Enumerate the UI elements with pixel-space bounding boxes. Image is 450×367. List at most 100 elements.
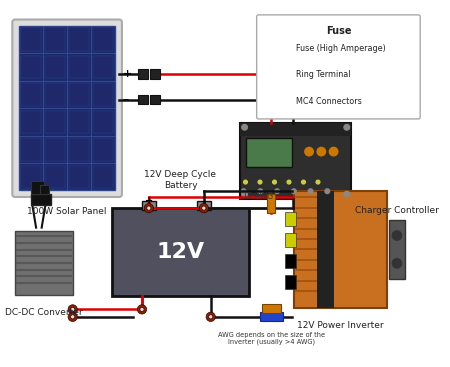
Circle shape: [270, 68, 284, 81]
Bar: [94, 83, 113, 106]
Bar: [21, 166, 41, 188]
Text: +: +: [123, 69, 132, 79]
Bar: [294, 192, 387, 308]
Bar: [284, 233, 296, 247]
Bar: [15, 231, 73, 295]
Bar: [142, 201, 156, 210]
Circle shape: [274, 72, 280, 77]
Bar: [45, 56, 65, 79]
FancyBboxPatch shape: [12, 19, 122, 197]
Bar: [150, 95, 160, 104]
Circle shape: [258, 189, 263, 193]
Bar: [240, 123, 351, 137]
Bar: [94, 166, 113, 188]
Bar: [246, 138, 292, 167]
Bar: [31, 181, 44, 194]
Bar: [389, 221, 405, 279]
Bar: [69, 29, 89, 51]
Circle shape: [71, 307, 75, 312]
Bar: [270, 100, 280, 110]
Circle shape: [302, 180, 306, 184]
Circle shape: [147, 206, 151, 210]
Text: –: –: [123, 93, 129, 106]
Bar: [262, 304, 281, 313]
Bar: [138, 95, 148, 104]
Bar: [45, 29, 65, 51]
Circle shape: [275, 189, 279, 193]
Circle shape: [199, 203, 208, 213]
Circle shape: [144, 203, 153, 213]
Bar: [261, 312, 283, 321]
Bar: [45, 166, 65, 188]
Circle shape: [325, 189, 329, 193]
Bar: [197, 201, 211, 210]
Bar: [94, 56, 113, 79]
Bar: [69, 166, 89, 188]
Circle shape: [273, 180, 276, 184]
Circle shape: [392, 231, 401, 240]
Bar: [284, 275, 296, 289]
Circle shape: [287, 180, 291, 184]
Bar: [45, 111, 65, 133]
Text: +: +: [145, 196, 153, 206]
Text: 12 AWG: 12 AWG: [243, 192, 273, 201]
Circle shape: [292, 189, 296, 193]
Bar: [112, 208, 249, 297]
Bar: [138, 69, 148, 79]
Bar: [94, 111, 113, 133]
Bar: [267, 194, 275, 213]
Text: Ring Terminal: Ring Terminal: [296, 70, 350, 79]
Bar: [21, 83, 41, 106]
Bar: [284, 254, 296, 268]
Text: Charger Controller: Charger Controller: [355, 206, 439, 215]
Text: AWG depends on the size of the
Inverter (usually >4 AWG): AWG depends on the size of the Inverter …: [218, 332, 325, 345]
Bar: [69, 138, 89, 161]
Circle shape: [241, 189, 246, 193]
FancyBboxPatch shape: [256, 15, 420, 119]
Circle shape: [316, 180, 320, 184]
Text: Fuse (High Amperage): Fuse (High Amperage): [296, 44, 386, 53]
Bar: [284, 212, 296, 226]
Text: MC4 Connectors: MC4 Connectors: [296, 97, 361, 106]
Text: 12 AWG: 12 AWG: [260, 83, 269, 113]
Circle shape: [258, 180, 262, 184]
Circle shape: [242, 192, 248, 197]
Circle shape: [329, 148, 338, 156]
Circle shape: [68, 305, 77, 314]
Text: 100W Solar Panel: 100W Solar Panel: [27, 207, 107, 216]
Bar: [40, 185, 49, 194]
Bar: [282, 100, 292, 110]
Text: Fuse: Fuse: [326, 26, 351, 36]
Bar: [270, 89, 280, 98]
Circle shape: [71, 315, 75, 319]
Circle shape: [137, 305, 147, 314]
Circle shape: [317, 148, 325, 156]
Bar: [21, 29, 41, 51]
Circle shape: [206, 312, 216, 321]
Bar: [266, 44, 292, 57]
Text: -: -: [202, 196, 206, 206]
Bar: [150, 69, 160, 79]
Circle shape: [305, 148, 313, 156]
Text: 12V: 12V: [157, 242, 205, 262]
Circle shape: [209, 315, 213, 319]
Text: 12V Deep Cycle
Battery: 12V Deep Cycle Battery: [144, 170, 216, 189]
Bar: [19, 26, 116, 190]
Bar: [45, 83, 65, 106]
Circle shape: [243, 180, 248, 184]
Bar: [45, 138, 65, 161]
Bar: [21, 138, 41, 161]
Circle shape: [140, 307, 144, 312]
Bar: [268, 32, 290, 45]
Bar: [21, 111, 41, 133]
Bar: [240, 123, 351, 199]
Circle shape: [308, 189, 313, 193]
Circle shape: [344, 124, 350, 130]
Bar: [94, 29, 113, 51]
Bar: [282, 89, 292, 98]
Text: 12V Power Inverter: 12V Power Inverter: [297, 320, 383, 330]
Bar: [21, 56, 41, 79]
Circle shape: [344, 192, 350, 197]
Bar: [94, 138, 113, 161]
Bar: [31, 194, 51, 205]
